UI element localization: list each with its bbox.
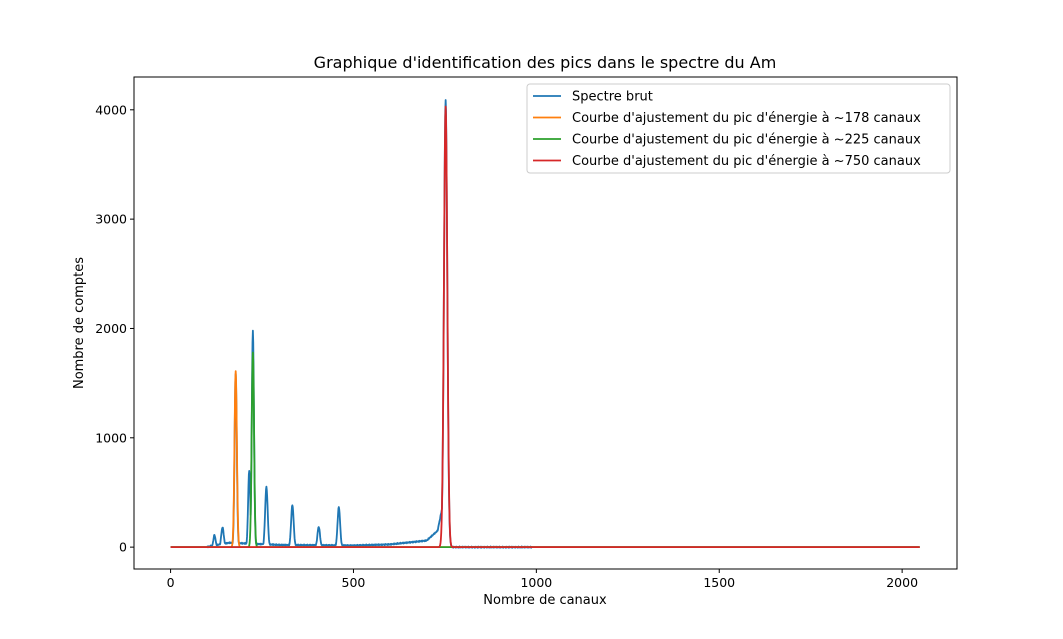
x-tick-label: 500 [342, 575, 366, 590]
plot-frame [133, 76, 958, 570]
series-line-1 [170, 370, 921, 549]
legend-label-1: Courbe d'ajustement du pic d'énergie à ~… [572, 111, 921, 126]
x-tick-label: 1500 [703, 575, 735, 590]
legend-box [526, 83, 951, 174]
x-axis-ticks: 0 500 1000 1500 2000 [167, 569, 918, 590]
legend-label-0: Spectre brut [572, 90, 653, 105]
x-axis-label: Nombre de canaux [483, 593, 607, 608]
legend: Spectre brut Courbe d'ajustement du pic d… [526, 83, 951, 174]
y-axis-ticks: 0 1000 2000 3000 4000 [95, 102, 134, 555]
x-tick-label: 0 [167, 575, 175, 590]
y-tick-label: 3000 [95, 212, 127, 227]
y-tick-label: 4000 [95, 102, 127, 117]
x-tick-label: 1000 [520, 575, 552, 590]
y-tick-label: 1000 [95, 430, 127, 445]
series-layer [170, 99, 921, 549]
chart-title: Graphique d'identification des pics dans… [314, 53, 777, 72]
y-tick-label: 2000 [95, 321, 127, 336]
legend-label-2: Courbe d'ajustement du pic d'énergie à ~… [572, 133, 921, 148]
series-line-3 [170, 105, 921, 549]
y-axis-label: Nombre de comptes [72, 257, 87, 389]
x-tick-label: 2000 [886, 575, 918, 590]
legend-label-3: Courbe d'ajustement du pic d'énergie à ~… [572, 154, 921, 169]
plot-area [133, 76, 958, 570]
y-tick-label: 0 [119, 540, 127, 555]
series-line-2 [170, 351, 921, 549]
